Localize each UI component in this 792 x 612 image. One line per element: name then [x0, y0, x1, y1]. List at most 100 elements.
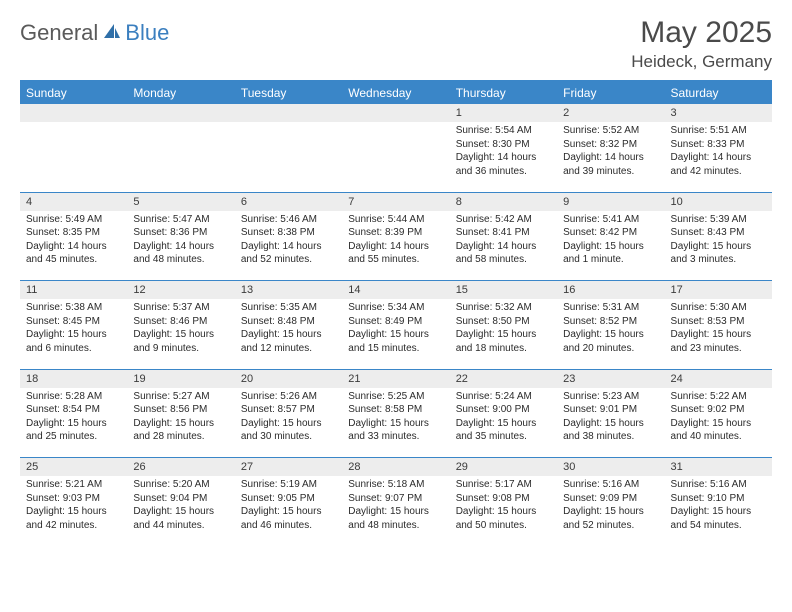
day-cell: Sunrise: 5:38 AMSunset: 8:45 PMDaylight:…	[20, 299, 127, 369]
day-info-line: Sunset: 9:03 PM	[26, 492, 121, 506]
day-info-line: Sunrise: 5:27 AM	[133, 390, 228, 404]
day-number-row: 18192021222324	[20, 369, 772, 388]
day-number: 10	[665, 192, 772, 211]
day-cell: Sunrise: 5:21 AMSunset: 9:03 PMDaylight:…	[20, 476, 127, 546]
day-number: 23	[557, 369, 664, 388]
day-info-line: Sunrise: 5:16 AM	[563, 478, 658, 492]
day-info-line: Sunset: 8:58 PM	[348, 403, 443, 417]
day-number	[127, 104, 234, 122]
day-info-line: Daylight: 14 hours	[348, 240, 443, 254]
day-info-line: Sunrise: 5:18 AM	[348, 478, 443, 492]
day-info-line: Sunset: 9:05 PM	[241, 492, 336, 506]
weekday-header: Thursday	[450, 81, 557, 104]
day-info-line: Daylight: 15 hours	[133, 417, 228, 431]
day-cell: Sunrise: 5:27 AMSunset: 8:56 PMDaylight:…	[127, 388, 234, 458]
day-info-line: Sunset: 8:30 PM	[456, 138, 551, 152]
day-info-line: and 28 minutes.	[133, 430, 228, 444]
day-number: 12	[127, 281, 234, 300]
day-cell: Sunrise: 5:41 AMSunset: 8:42 PMDaylight:…	[557, 211, 664, 281]
day-info-line: Daylight: 14 hours	[671, 151, 766, 165]
day-number: 9	[557, 192, 664, 211]
day-cell: Sunrise: 5:23 AMSunset: 9:01 PMDaylight:…	[557, 388, 664, 458]
day-cell: Sunrise: 5:24 AMSunset: 9:00 PMDaylight:…	[450, 388, 557, 458]
day-info-line: and 36 minutes.	[456, 165, 551, 179]
day-info-line: Sunrise: 5:20 AM	[133, 478, 228, 492]
weekday-header: Saturday	[665, 81, 772, 104]
day-cell	[235, 122, 342, 192]
day-info-line: and 54 minutes.	[671, 519, 766, 533]
day-info-line: and 38 minutes.	[563, 430, 658, 444]
day-info-line: Sunrise: 5:32 AM	[456, 301, 551, 315]
day-cell: Sunrise: 5:46 AMSunset: 8:38 PMDaylight:…	[235, 211, 342, 281]
day-info-line: Sunset: 8:42 PM	[563, 226, 658, 240]
day-info-line: and 6 minutes.	[26, 342, 121, 356]
day-info-row: Sunrise: 5:49 AMSunset: 8:35 PMDaylight:…	[20, 211, 772, 281]
day-info-line: Daylight: 15 hours	[671, 505, 766, 519]
day-info-line: Sunrise: 5:34 AM	[348, 301, 443, 315]
day-info-row: Sunrise: 5:38 AMSunset: 8:45 PMDaylight:…	[20, 299, 772, 369]
day-info-line: Sunrise: 5:44 AM	[348, 213, 443, 227]
day-cell: Sunrise: 5:34 AMSunset: 8:49 PMDaylight:…	[342, 299, 449, 369]
day-number: 1	[450, 104, 557, 122]
day-number: 14	[342, 281, 449, 300]
day-cell	[342, 122, 449, 192]
day-info-line: Sunrise: 5:25 AM	[348, 390, 443, 404]
day-info-line: Sunrise: 5:52 AM	[563, 124, 658, 138]
day-number: 15	[450, 281, 557, 300]
day-info-line: Sunset: 9:08 PM	[456, 492, 551, 506]
day-info-line: Daylight: 15 hours	[133, 505, 228, 519]
day-info-line: Sunset: 9:01 PM	[563, 403, 658, 417]
day-info-line: Sunset: 8:45 PM	[26, 315, 121, 329]
day-info-line: Sunset: 8:32 PM	[563, 138, 658, 152]
day-info-line: Daylight: 14 hours	[133, 240, 228, 254]
day-number: 8	[450, 192, 557, 211]
day-info-line: Sunset: 8:41 PM	[456, 226, 551, 240]
day-info-line: Sunrise: 5:16 AM	[671, 478, 766, 492]
day-info-line: and 46 minutes.	[241, 519, 336, 533]
day-number: 5	[127, 192, 234, 211]
day-info-line: Daylight: 15 hours	[26, 505, 121, 519]
day-info-line: Sunrise: 5:17 AM	[456, 478, 551, 492]
day-cell: Sunrise: 5:32 AMSunset: 8:50 PMDaylight:…	[450, 299, 557, 369]
day-info-row: Sunrise: 5:28 AMSunset: 8:54 PMDaylight:…	[20, 388, 772, 458]
day-info-line: Sunset: 8:53 PM	[671, 315, 766, 329]
day-info-line: Sunrise: 5:49 AM	[26, 213, 121, 227]
day-info-line: Sunrise: 5:37 AM	[133, 301, 228, 315]
day-cell: Sunrise: 5:18 AMSunset: 9:07 PMDaylight:…	[342, 476, 449, 546]
day-cell: Sunrise: 5:37 AMSunset: 8:46 PMDaylight:…	[127, 299, 234, 369]
month-title: May 2025	[631, 16, 772, 50]
day-info-line: and 48 minutes.	[348, 519, 443, 533]
page-header: General Blue May 2025 Heideck, Germany	[20, 16, 772, 72]
day-info-line: Sunrise: 5:31 AM	[563, 301, 658, 315]
day-info-line: and 30 minutes.	[241, 430, 336, 444]
day-info-line: and 48 minutes.	[133, 253, 228, 267]
day-info-line: Sunrise: 5:39 AM	[671, 213, 766, 227]
weekday-header: Tuesday	[235, 81, 342, 104]
day-number: 26	[127, 458, 234, 477]
day-info-line: and 35 minutes.	[456, 430, 551, 444]
day-info-line: Sunrise: 5:38 AM	[26, 301, 121, 315]
day-info-line: Sunrise: 5:35 AM	[241, 301, 336, 315]
day-info-line: and 50 minutes.	[456, 519, 551, 533]
day-info-line: and 1 minute.	[563, 253, 658, 267]
day-info-line: Daylight: 15 hours	[671, 240, 766, 254]
day-info-line: Sunrise: 5:41 AM	[563, 213, 658, 227]
day-info-line: Sunrise: 5:22 AM	[671, 390, 766, 404]
day-info-line: Sunset: 9:09 PM	[563, 492, 658, 506]
day-number: 27	[235, 458, 342, 477]
day-info-row: Sunrise: 5:54 AMSunset: 8:30 PMDaylight:…	[20, 122, 772, 192]
day-info-line: and 33 minutes.	[348, 430, 443, 444]
weekday-header: Wednesday	[342, 81, 449, 104]
day-info-line: Sunset: 8:39 PM	[348, 226, 443, 240]
day-info-line: and 58 minutes.	[456, 253, 551, 267]
day-cell: Sunrise: 5:20 AMSunset: 9:04 PMDaylight:…	[127, 476, 234, 546]
day-info-line: Daylight: 14 hours	[563, 151, 658, 165]
day-info-line: Sunset: 8:56 PM	[133, 403, 228, 417]
day-info-line: Daylight: 15 hours	[456, 505, 551, 519]
day-number-row: 45678910	[20, 192, 772, 211]
day-info-line: Daylight: 15 hours	[26, 417, 121, 431]
day-cell: Sunrise: 5:35 AMSunset: 8:48 PMDaylight:…	[235, 299, 342, 369]
day-info-line: Daylight: 15 hours	[348, 417, 443, 431]
day-info-line: Sunset: 9:02 PM	[671, 403, 766, 417]
day-cell: Sunrise: 5:22 AMSunset: 9:02 PMDaylight:…	[665, 388, 772, 458]
